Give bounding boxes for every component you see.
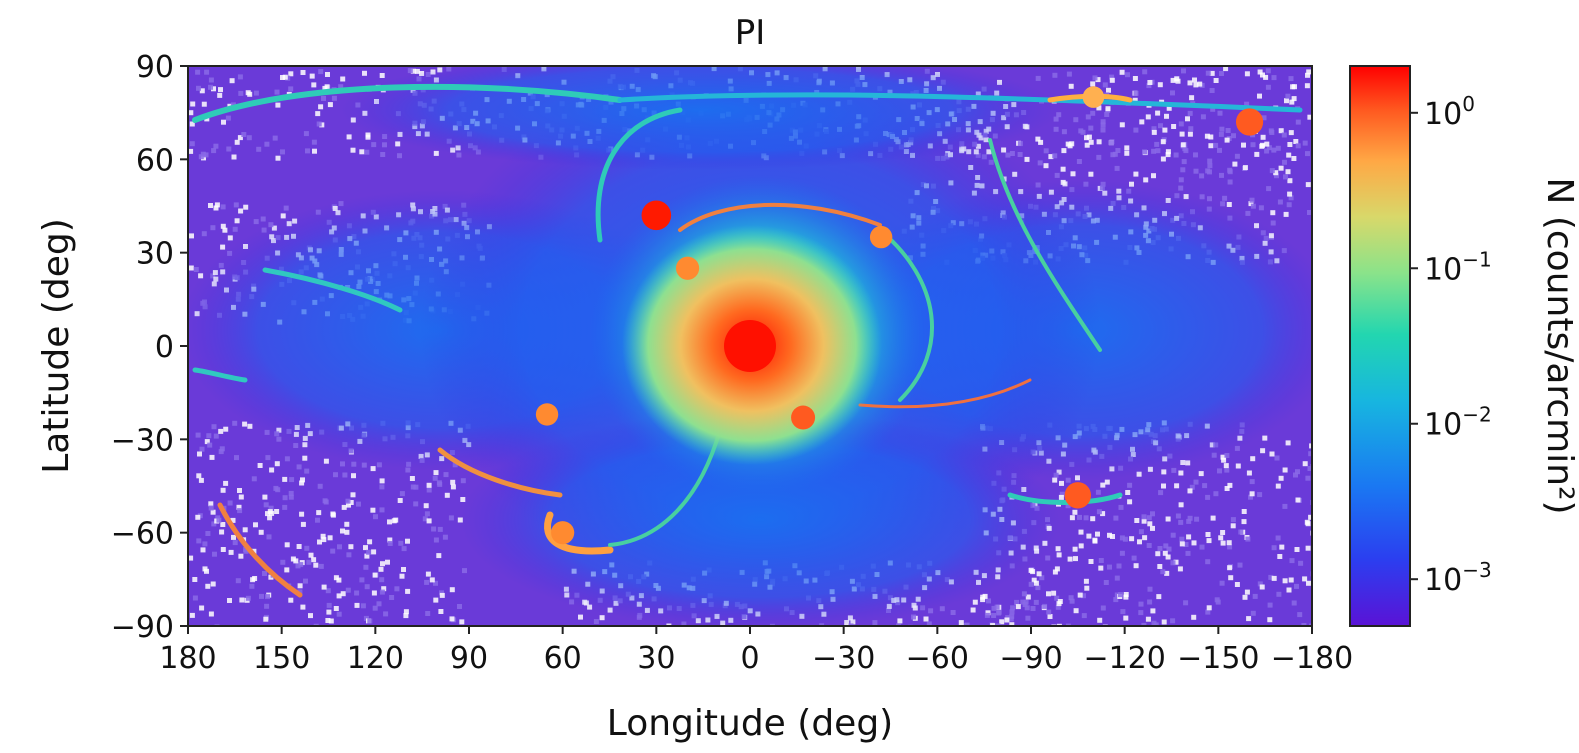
clump-point xyxy=(535,403,559,426)
colorbar-label: N (counts/arcmin²) xyxy=(1539,177,1579,514)
clump-point xyxy=(869,225,893,249)
x-tick-label: −150 xyxy=(1177,641,1259,676)
clump-point xyxy=(551,521,575,545)
x-tick-label: 150 xyxy=(253,641,310,676)
y-tick-label: −60 xyxy=(111,517,174,552)
x-tick-label: 90 xyxy=(450,641,488,676)
chart-title: PI xyxy=(735,13,766,53)
x-tick-label: 30 xyxy=(637,641,675,676)
colorbar-tick-label: 10−3 xyxy=(1424,558,1492,598)
y-tick-label: 90 xyxy=(136,50,174,85)
y-tick-label: 60 xyxy=(136,143,174,178)
y-axis-title: Latitude (deg) xyxy=(36,218,77,474)
y-axis: 90 60 30 0 −30 −60 −90 xyxy=(111,50,188,645)
x-tick-label: 120 xyxy=(347,641,404,676)
x-axis: 180 150 120 90 60 30 0 −30 −60 −90 −120 −150 −180 xyxy=(159,626,1353,676)
heatmap-layer xyxy=(188,66,1312,626)
colorbar-tick-label: 10−2 xyxy=(1424,403,1492,443)
colorbar-tick-label: 100 xyxy=(1424,92,1475,132)
y-tick-label: 30 xyxy=(136,237,174,272)
x-tick-label: −60 xyxy=(906,641,969,676)
y-tick-label: 0 xyxy=(155,330,174,365)
x-tick-label: −90 xyxy=(999,641,1062,676)
stream-arcs xyxy=(192,83,1303,598)
clump-point xyxy=(1082,86,1105,108)
clump-point xyxy=(675,256,700,280)
x-tick-label: 180 xyxy=(159,641,216,676)
x-tick-label: 0 xyxy=(740,641,759,676)
clump-point xyxy=(641,200,672,231)
clump-point xyxy=(1064,482,1092,509)
clump-point xyxy=(1235,108,1264,136)
x-tick-label: 60 xyxy=(544,641,582,676)
y-tick-label: −90 xyxy=(111,610,174,645)
central-peak-point xyxy=(724,320,776,372)
colorbar: 100 10−1 10−2 10−3 N (counts/arcmin²) xyxy=(1349,65,1579,627)
colorbar-tick-label: 10−1 xyxy=(1424,247,1492,287)
x-tick-label: −180 xyxy=(1271,641,1353,676)
colorbar-gradient xyxy=(1349,65,1411,627)
x-axis-title: Longitude (deg) xyxy=(607,703,893,744)
y-tick-label: −30 xyxy=(111,423,174,458)
colorbar-ticks: 100 10−1 10−2 10−3 xyxy=(1410,92,1492,598)
x-tick-label: −120 xyxy=(1083,641,1165,676)
x-tick-label: −30 xyxy=(812,641,875,676)
bright-clumps xyxy=(535,86,1264,545)
clump-point xyxy=(791,405,816,430)
